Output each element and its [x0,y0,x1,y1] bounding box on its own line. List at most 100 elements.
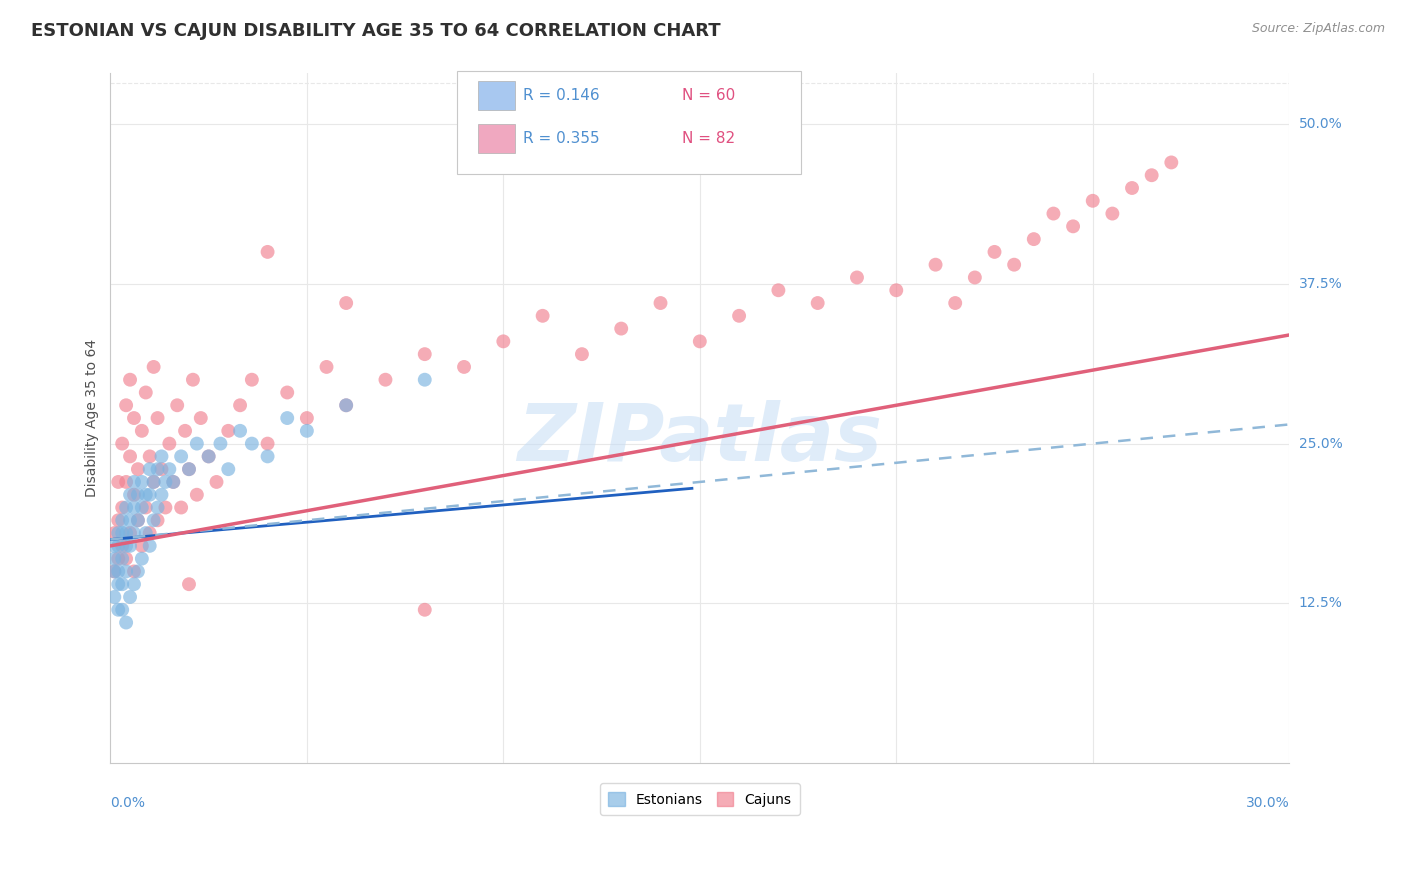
Point [1160,155,1182,169]
Point [177,577,200,591]
Point [276,385,298,400]
Point [884,283,907,297]
Point [728,309,751,323]
Point [453,359,475,374]
Text: N = 82: N = 82 [682,131,735,145]
Point [122,500,145,515]
Text: R = 0.355: R = 0.355 [523,131,599,145]
Point [115,615,138,630]
Y-axis label: Disability Age 35 to 64: Disability Age 35 to 64 [86,339,100,497]
Point [122,475,145,489]
Point [122,526,145,541]
Point [127,462,149,476]
Point [142,513,165,527]
Point [170,500,193,515]
Text: 50.0%: 50.0% [1299,117,1343,131]
Point [256,450,278,464]
Point [115,551,138,566]
Text: 30.0%: 30.0% [1246,797,1289,810]
Text: ZIPatlas: ZIPatlas [517,400,883,478]
Point [229,424,252,438]
Point [115,565,138,579]
Point [610,321,633,335]
Text: R = 0.146: R = 0.146 [523,88,599,103]
Point [174,424,197,438]
Point [276,411,298,425]
Point [111,577,134,591]
Point [103,590,125,604]
Point [492,334,515,349]
Point [335,296,357,310]
Point [190,411,212,425]
Point [492,117,515,131]
Point [240,373,263,387]
Point [186,436,208,450]
Point [103,526,125,541]
Point [1062,219,1084,234]
Text: 37.5%: 37.5% [1299,277,1343,291]
Point [122,488,145,502]
Point [571,347,593,361]
Point [335,398,357,412]
Point [135,526,157,541]
Point [1121,181,1143,195]
Point [142,475,165,489]
Point [217,462,239,476]
Point [138,488,160,502]
Point [122,577,145,591]
Point [115,526,138,541]
Point [689,334,711,349]
Point [229,398,252,412]
Point [1081,194,1104,208]
Point [846,270,869,285]
Point [138,462,160,476]
Point [107,539,129,553]
Point [295,411,318,425]
Point [1022,232,1045,246]
Point [111,539,134,553]
Point [131,424,153,438]
Point [103,551,125,566]
Point [127,513,149,527]
Point [162,475,184,489]
Point [103,565,125,579]
Point [295,424,318,438]
Point [120,513,142,527]
Point [107,475,129,489]
Point [127,513,149,527]
Point [115,398,138,412]
Point [120,488,142,502]
Point [103,565,125,579]
Point [413,373,436,387]
Point [120,590,142,604]
Point [650,296,672,310]
Point [315,359,337,374]
Point [146,500,169,515]
Point [138,539,160,553]
Point [166,398,188,412]
Point [217,424,239,438]
Legend: Estonians, Cajuns: Estonians, Cajuns [600,783,800,814]
Point [107,577,129,591]
Point [186,488,208,502]
Point [107,565,129,579]
Point [155,500,177,515]
Text: 12.5%: 12.5% [1299,597,1343,610]
Point [146,462,169,476]
Point [150,488,173,502]
Point [103,539,125,553]
Point [111,500,134,515]
Point [335,398,357,412]
Point [115,500,138,515]
Point [374,373,396,387]
Point [1002,258,1025,272]
Point [120,526,142,541]
Text: N = 60: N = 60 [682,88,735,103]
Point [181,373,204,387]
Point [127,488,149,502]
Point [142,359,165,374]
Point [111,551,134,566]
Text: 25.0%: 25.0% [1299,436,1343,450]
Point [135,385,157,400]
Point [157,436,180,450]
